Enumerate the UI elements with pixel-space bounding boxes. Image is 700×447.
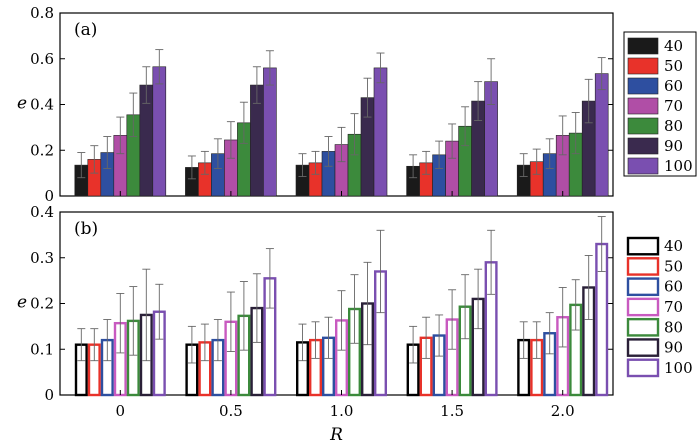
y-tick-label: 0 — [44, 386, 54, 404]
legend-label-60: 60 — [664, 278, 683, 296]
panel-label: (b) — [74, 219, 98, 239]
bar-100-2.0 — [594, 73, 609, 197]
legend-label-80: 80 — [664, 318, 683, 336]
bar-100-0.5 — [263, 67, 277, 197]
panel-label: (a) — [74, 20, 97, 40]
y-tick-label: 0.1 — [30, 340, 54, 358]
legend-swatch-90 — [627, 137, 659, 155]
legend: 40 50 60 70 80 90 100 — [623, 31, 697, 177]
legend-swatch-50 — [627, 57, 659, 75]
y-tick-label: 0.2 — [30, 141, 54, 159]
bar-100-0 — [152, 66, 167, 197]
legend-label-70: 70 — [664, 298, 683, 316]
legend-swatch-50 — [626, 257, 660, 276]
legend-label-90: 90 — [664, 137, 683, 155]
x-tick-label: 1.5 — [440, 402, 464, 420]
bar-100-1.0 — [373, 67, 388, 197]
legend-label-80: 80 — [664, 117, 683, 135]
legend-swatch-80 — [626, 317, 660, 337]
x-axis-title: R — [329, 425, 343, 445]
legend-swatch-40 — [627, 37, 659, 55]
legend-swatch-40 — [626, 236, 660, 256]
legend-swatch-100 — [626, 358, 660, 378]
chart-panel-b: 0 0.1 0.2 0.3 0.4 e (b) 0 0.5 1.0 1.5 2.0 R 40 50 60 70 8… — [17, 203, 693, 445]
legend-swatch-70 — [626, 297, 660, 317]
legend-label-40: 40 — [664, 237, 683, 255]
legend-label-90: 90 — [664, 339, 683, 357]
x-tick-label: 1.0 — [330, 402, 354, 420]
y-tick-label: 0.2 — [30, 295, 54, 313]
legend-swatch-60 — [627, 77, 659, 95]
legend: 40 50 60 70 80 90 100 — [626, 236, 693, 378]
legend-label-50: 50 — [664, 57, 683, 75]
legend-swatch-100 — [627, 157, 659, 175]
legend-label-40: 40 — [664, 37, 683, 55]
legend-label-100: 100 — [664, 157, 693, 175]
x-tick-label: 0 — [116, 402, 126, 420]
y-axis-title: e — [17, 293, 27, 313]
y-tick-label: 0.6 — [30, 50, 54, 68]
legend-swatch-60 — [626, 277, 660, 297]
legend-label-100: 100 — [664, 359, 693, 377]
y-tick-label: 0.3 — [30, 249, 54, 267]
y-tick-label: 0.4 — [30, 96, 54, 114]
legend-swatch-70 — [627, 97, 659, 115]
legend-label-50: 50 — [664, 257, 683, 275]
legend-label-70: 70 — [664, 97, 683, 115]
y-tick-label: 0 — [44, 187, 54, 205]
y-tick-label: 0.8 — [30, 4, 54, 22]
x-tick-label: 2.0 — [551, 402, 575, 420]
legend-swatch-90 — [626, 338, 660, 357]
chart-panel-a: 0 0.2 0.4 0.6 0.8 e (a) 40 50 60 70 80 90 100 — [17, 4, 697, 205]
legend-swatch-80 — [627, 117, 659, 135]
x-tick-label: 0.5 — [219, 402, 243, 420]
y-tick-label: 0.4 — [30, 203, 54, 221]
y-axis-title: e — [17, 94, 27, 114]
legend-label-60: 60 — [664, 77, 683, 95]
